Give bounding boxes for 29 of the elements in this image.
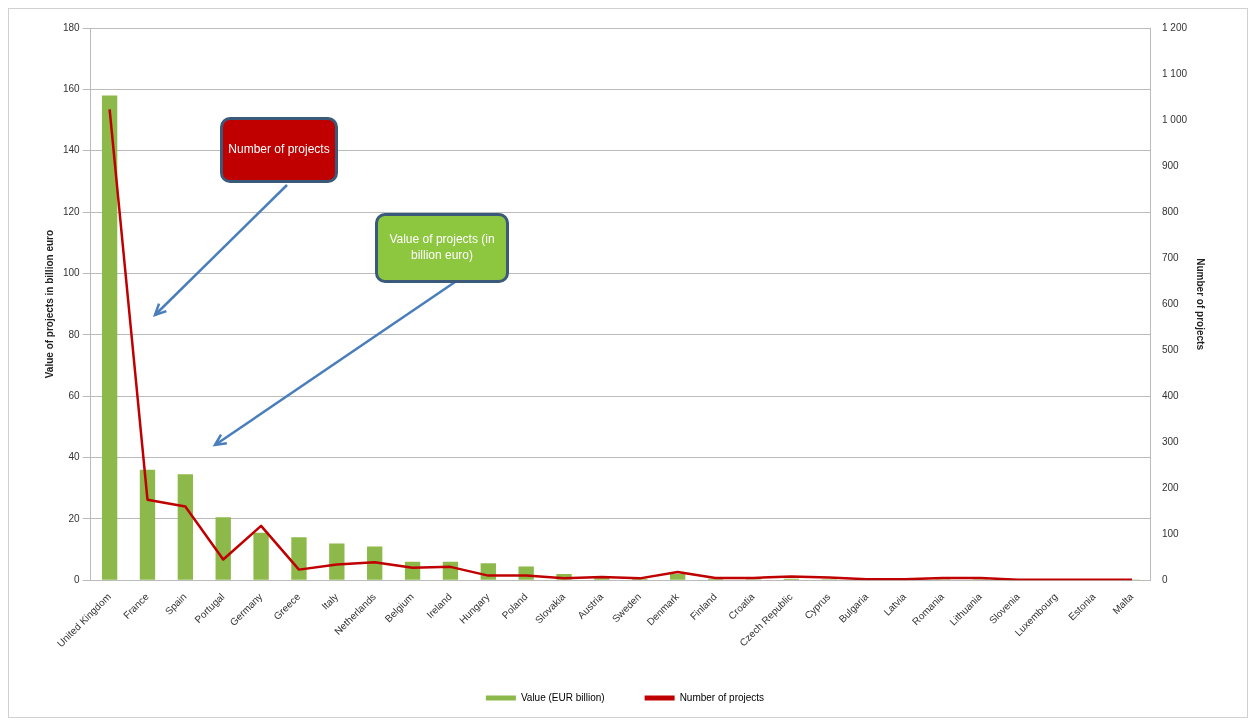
callout-box: Value of projects (in billion euro) <box>375 213 509 283</box>
y2-tick-label: 1 200 <box>1161 21 1188 33</box>
y2-tick-label: 1 100 <box>1161 67 1188 79</box>
y-axis-title: Value of projects in billion euro <box>43 229 55 379</box>
y2-tick-label: 1 000 <box>1161 113 1188 125</box>
y2-tick-label: 600 <box>1161 297 1180 309</box>
y2-tick-label: 500 <box>1161 343 1180 355</box>
y-tick-label: 0 <box>74 573 81 585</box>
y2-tick-label: 800 <box>1161 205 1180 217</box>
y2-tick-label: 900 <box>1161 159 1180 171</box>
y-tick-label: 20 <box>68 512 81 524</box>
y-tick-label: 140 <box>63 144 81 156</box>
y2-tick-label: 700 <box>1161 251 1180 263</box>
y-tick-label: 40 <box>68 451 81 463</box>
y2-tick-label: 400 <box>1161 389 1180 401</box>
y-tick-label: 160 <box>63 83 81 95</box>
y-tick-label: 60 <box>68 389 81 401</box>
y2-tick-label: 100 <box>1161 527 1180 539</box>
y-tick-label: 120 <box>63 205 81 217</box>
y-tick-label: 180 <box>63 21 81 33</box>
y2-tick-label: 300 <box>1161 435 1180 447</box>
y-tick-label: 100 <box>63 267 81 279</box>
y2-tick-label: 200 <box>1161 481 1180 493</box>
callout-box: Number of projects <box>220 117 338 183</box>
y2-tick-label: 0 <box>1161 573 1168 585</box>
legend-label: Number of projects <box>679 691 765 703</box>
legend-label: Value (EUR billion) <box>520 691 605 703</box>
y2-axis-title: Number of projects <box>1195 258 1207 351</box>
y-tick-label: 80 <box>68 328 81 340</box>
